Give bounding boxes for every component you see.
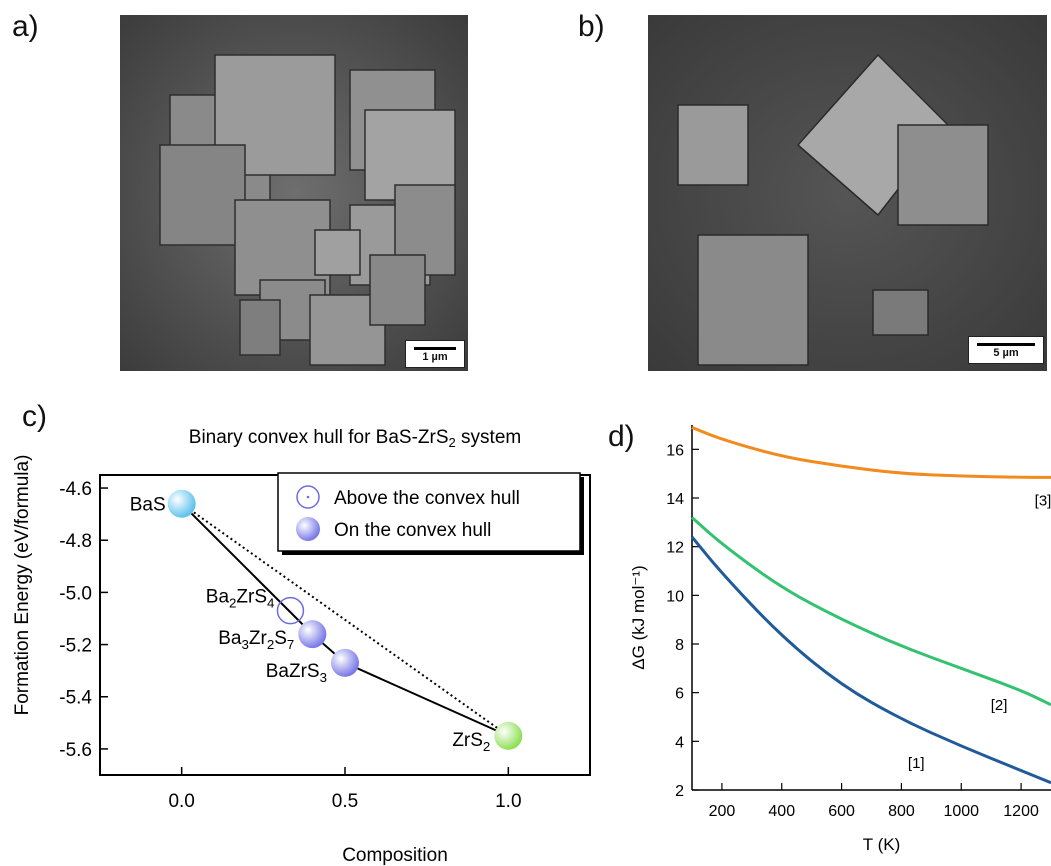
convex-hull-chart: Binary convex hull for BaS-ZrS2 system -4… — [12, 427, 591, 866]
panel-c-label: c) — [22, 400, 47, 433]
series-label: [3] — [1035, 492, 1051, 509]
chart-title: Binary convex hull for BaS-ZrS2 system — [189, 427, 521, 450]
point-label: BaS — [130, 495, 166, 516]
y-tick-label: -4.8 — [59, 531, 92, 552]
scale-bar-a: 1 µm — [405, 340, 465, 368]
x-tick-label: 1200 — [1003, 803, 1039, 820]
legend-box — [277, 472, 581, 552]
y-tick-label: -5.4 — [59, 688, 92, 709]
legend-marker-above — [296, 485, 320, 509]
data-point-on — [298, 620, 327, 649]
x-tick-label: 400 — [768, 803, 795, 820]
y-tick-label: 8 — [675, 637, 684, 654]
panel-a-label: a) — [12, 10, 39, 43]
y-axis-label: ΔG (kJ mol⁻¹) — [629, 565, 648, 669]
series-line-1 — [690, 516, 1051, 707]
point-label: ZrS2 — [452, 730, 490, 754]
point-label: Ba2ZrS4 — [206, 587, 275, 611]
y-tick-label: -4.6 — [59, 479, 92, 500]
series-line-0 — [690, 535, 1051, 785]
sem-image-a — [120, 15, 468, 371]
y-tick-label: -5.6 — [59, 740, 92, 761]
data-point-endpoint — [494, 721, 523, 750]
y-tick-label: 14 — [666, 491, 684, 508]
x-tick-label: 600 — [828, 803, 855, 820]
y-tick-label: -5.0 — [59, 583, 92, 604]
legend-marker-on — [296, 517, 320, 541]
sem-image-b — [648, 15, 1047, 371]
hull-line — [180, 502, 509, 737]
sem-crystals-b — [648, 15, 1047, 371]
x-tick-label: 0.0 — [168, 791, 194, 812]
scale-bar-label: 5 µm — [993, 347, 1019, 359]
y-tick-label: 12 — [666, 540, 684, 557]
series-label: [2] — [991, 697, 1008, 714]
point-label: Ba3Zr2S7 — [218, 628, 294, 652]
x-tick-label: 200 — [709, 803, 736, 820]
legend-label-above: Above the convex hull — [334, 488, 520, 509]
panel-b-label: b) — [578, 10, 605, 43]
y-axis-label: Formation Energy (eV/formula) — [12, 455, 33, 716]
y-tick-label: 6 — [675, 686, 684, 703]
series-line-2 — [691, 426, 1051, 479]
scale-bar-b: 5 µm — [968, 336, 1044, 364]
y-tick-label: 2 — [675, 783, 684, 800]
scale-bar-line — [977, 343, 1035, 346]
legend-label-on: On the convex hull — [334, 520, 491, 541]
delta-g-chart: 2 4 6 8 10 12 14 16 200 400 600 800 1000 1200 T (K) ΔG … — [629, 425, 1051, 854]
series-label: [1] — [908, 755, 925, 772]
y-tick-label: 4 — [675, 734, 684, 751]
panel-d-label: d) — [608, 420, 635, 453]
x-axis-label: T (K) — [863, 835, 900, 854]
y-tick-label: 16 — [666, 442, 684, 459]
data-point-above-hull — [276, 596, 305, 625]
data-point-endpoint — [167, 489, 196, 518]
scale-bar-label: 1 µm — [422, 351, 448, 363]
sem-crystals-a — [120, 15, 468, 371]
x-axis-label: Composition — [342, 845, 448, 866]
x-tick-label: 1000 — [943, 803, 979, 820]
y-tick-label: -5.2 — [59, 636, 92, 657]
legend-marker-dot — [306, 495, 310, 499]
x-tick-label: 800 — [888, 803, 915, 820]
scale-bar-line — [414, 347, 456, 350]
x-tick-label: 0.5 — [332, 791, 358, 812]
point-label: BaZrS3 — [266, 661, 327, 685]
data-point-on — [331, 648, 359, 677]
reference-line — [181, 502, 509, 737]
y-tick-label: 10 — [666, 588, 684, 605]
x-tick-label: 1.0 — [495, 791, 521, 812]
